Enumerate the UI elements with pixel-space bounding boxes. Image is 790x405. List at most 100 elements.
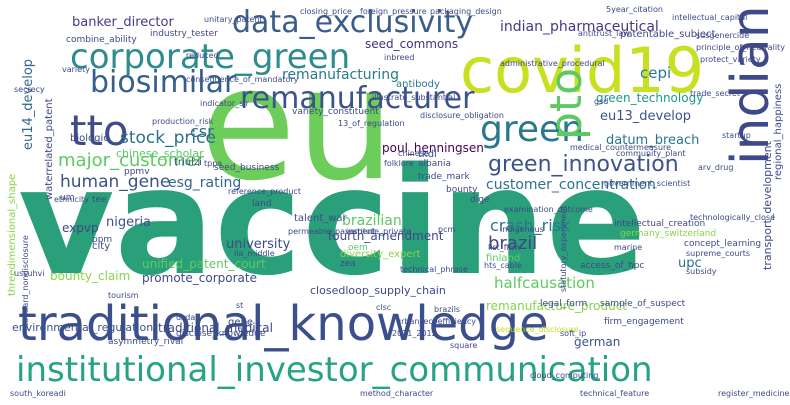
word: ppmv (124, 167, 150, 177)
word: packaging_design (430, 7, 502, 16)
word: antibody (396, 79, 440, 90)
word: expvp (62, 221, 99, 235)
word: poul_henningsen (382, 141, 484, 155)
word: csr (190, 122, 214, 141)
word: green (480, 109, 584, 150)
word: um (60, 193, 75, 203)
word: institutional_investor_communication (16, 350, 653, 390)
word: soft_ip (560, 329, 587, 338)
word: ussuhvi (14, 269, 45, 278)
word: oem (348, 243, 368, 253)
word: germany_switzerland (620, 229, 717, 239)
word: city (92, 241, 111, 252)
word: covid19 (460, 34, 705, 107)
word: banker_director (72, 15, 174, 30)
word: reduced (186, 51, 219, 60)
word: chinese_scholar (116, 147, 204, 160)
word: indicator_sjr (200, 99, 249, 108)
word: green_technology (596, 91, 704, 105)
word: finland (486, 253, 521, 264)
word: dige (470, 195, 490, 205)
word: method_character (360, 389, 434, 398)
word: industry_tester (150, 29, 218, 39)
word: trade_secret (690, 89, 740, 98)
word: production_risk (152, 117, 214, 126)
word: usda (176, 313, 196, 322)
word: tourism (108, 291, 139, 300)
word: st (236, 301, 244, 310)
word: intellectual_creation (614, 219, 706, 229)
word: seed_business (214, 163, 280, 173)
word: brazilian (342, 213, 402, 229)
word: 5year_citation (606, 5, 663, 14)
word: traditional_knowledge (18, 296, 549, 352)
word: land (252, 199, 272, 209)
word: register_medicine (718, 389, 790, 398)
word: eu (200, 33, 395, 215)
word: promote_corporate (142, 271, 257, 285)
word: biosimilar (90, 65, 237, 100)
word: environmental_regulation (12, 321, 154, 334)
word: gsd (594, 97, 609, 106)
word: gene (228, 317, 253, 328)
word: upc (678, 256, 702, 271)
word: institute_private (346, 227, 412, 236)
word: ethnicity (54, 195, 89, 204)
word: eu14_develop (21, 58, 36, 150)
word: tkdl (418, 149, 437, 160)
word: administrative_procedural (500, 59, 605, 68)
word: technical_phrase (400, 265, 468, 274)
word: susgenercide (696, 31, 750, 40)
word: bounty_claim (50, 269, 131, 283)
word: disclosure_obligation (420, 111, 504, 120)
word: nigeria (106, 215, 152, 230)
word: trade_mark (418, 172, 470, 182)
word: 2011_2012 (392, 329, 437, 338)
word: vaccine (18, 136, 647, 308)
word: closing_price (300, 7, 352, 16)
word: eu13_develop (600, 109, 692, 124)
word: antitrust_law (578, 29, 630, 38)
word: asymmetry_rival (108, 337, 184, 347)
word: remanufacture_product (486, 299, 627, 313)
word: pto (541, 67, 592, 140)
word: traditional_medical (158, 321, 273, 335)
word: pcm (438, 225, 456, 234)
word: datum_breach (606, 133, 700, 148)
word: human_gene (60, 172, 171, 192)
word: examination_outcome (504, 205, 593, 214)
word: disclose_knowledge (176, 329, 266, 339)
word: ppm (92, 235, 113, 245)
word: consequence_of_mandatory (186, 75, 299, 84)
word: secrecy (14, 85, 45, 94)
word: intellectual_capital (672, 13, 748, 22)
word: biologic (70, 133, 109, 144)
word: cepi (640, 64, 672, 82)
word: brazils (434, 305, 461, 314)
word: marine (614, 243, 643, 252)
word: brazil (488, 233, 538, 254)
word: startup (722, 131, 751, 140)
word: standard_nondisclosure (21, 235, 30, 330)
word: arv_drug (698, 163, 734, 172)
word: seed_commons (365, 37, 459, 51)
word: zea (340, 259, 356, 269)
word: halfcausation (494, 274, 595, 292)
word: regional_happiness (773, 83, 784, 180)
word: combine_ability (66, 35, 137, 45)
word: illustrate_substantial (372, 93, 456, 102)
word: customer_concentration (486, 177, 656, 193)
word: diversity_expert (340, 249, 421, 260)
word: hts_cable (484, 261, 522, 270)
word: indian_pharmaceutical (500, 19, 659, 35)
word: subsidy (686, 267, 717, 276)
word: square (450, 341, 478, 350)
word: green_innovation (488, 152, 679, 177)
word: 13_of_regulation (338, 119, 405, 128)
word: tppa (204, 159, 223, 168)
word: university (226, 237, 291, 252)
word: medical_countermeasure (570, 143, 672, 152)
word: fourth_amendment (328, 229, 444, 243)
word: transport_development (761, 141, 774, 270)
